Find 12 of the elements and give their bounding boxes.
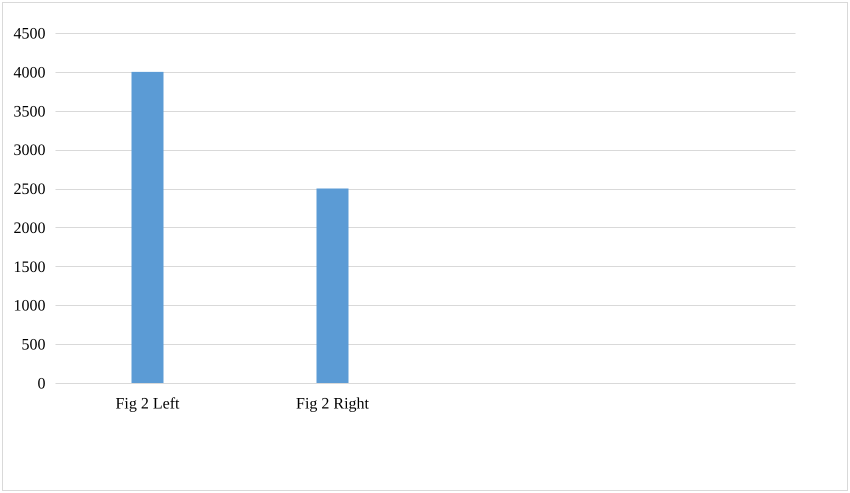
y-tick-label: 1500 — [14, 258, 46, 276]
y-tick-label: 4000 — [14, 64, 46, 82]
y-tick-label: 500 — [22, 336, 46, 354]
y-tick-label: 3500 — [14, 103, 46, 120]
x-tick-label: Fig 2 Left — [116, 396, 180, 412]
x-tick-label: Fig 2 Right — [296, 396, 370, 412]
y-tick-label: 0 — [38, 376, 46, 392]
y-tick-label: 1000 — [14, 298, 46, 315]
y-tick-label: 3000 — [14, 142, 46, 160]
y-tick-label: 4500 — [14, 26, 46, 42]
y-tick-label: 2500 — [14, 181, 46, 198]
y-tick-label: 2000 — [14, 220, 46, 237]
